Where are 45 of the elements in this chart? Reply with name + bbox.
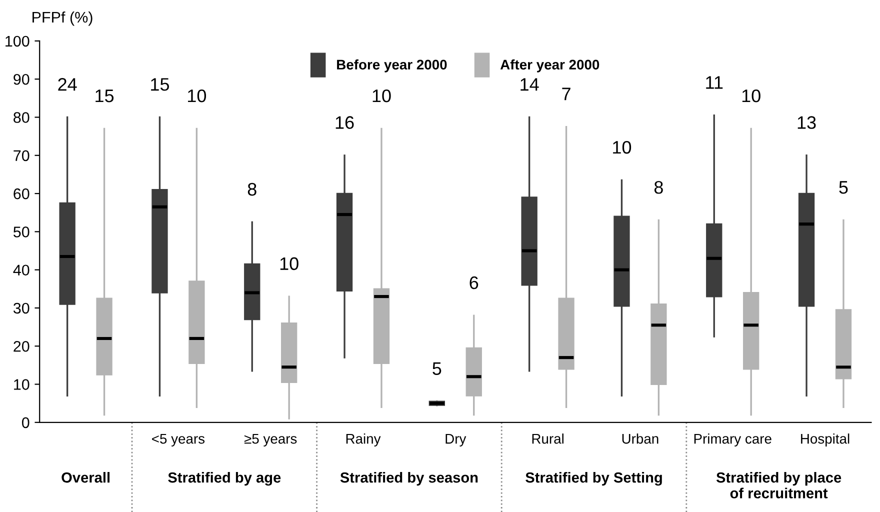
text: 11 — [706, 76, 723, 89]
x-tick-label: Urban — [622, 434, 658, 444]
y-tick-label: 80 — [14, 112, 30, 123]
text: 10 — [742, 89, 760, 102]
text: 10 — [613, 140, 632, 154]
y-tick-label: 70 — [14, 150, 30, 162]
y-tick-label: 60 — [14, 188, 30, 200]
y-tick-label: 50 — [13, 226, 30, 238]
text: Stratified by place of recruitment — [716, 472, 842, 498]
y-tick-label: 30 — [13, 302, 30, 314]
text: 10 — [188, 89, 206, 102]
text: Stratified by Setting — [526, 472, 662, 486]
text: 10 — [372, 89, 391, 102]
y-tick-label: 0 — [22, 417, 30, 428]
y-tick-label: 20 — [14, 340, 30, 352]
text: 8 — [248, 182, 256, 196]
legend-label: After year 2000 — [500, 59, 600, 72]
x-tick-label: Rural — [532, 434, 564, 444]
text: 16 — [336, 116, 354, 129]
text: 14 — [520, 78, 539, 91]
legend-label: Before year 2000 — [337, 59, 447, 72]
x-tick-label: Primary care — [694, 434, 772, 446]
x-tick-label: Dry — [446, 434, 466, 446]
text: 5 — [432, 362, 442, 375]
text: 24 — [58, 78, 77, 91]
text: 8 — [654, 180, 663, 194]
text: Stratified by age — [168, 472, 281, 486]
y-tick-label: 10 — [14, 379, 30, 390]
y-tick-label: 100 — [6, 36, 30, 47]
y-axis-title: PFPf (%) — [32, 11, 92, 26]
text: 13 — [798, 116, 816, 129]
text: Stratified by season — [340, 472, 478, 486]
x-tick-label: Rainy — [346, 434, 381, 446]
x-tick-label: Hospital — [801, 434, 850, 446]
text: 15 — [151, 78, 170, 91]
x-tick-label: ≥5 years — [244, 434, 297, 446]
y-tick-label: 90 — [14, 74, 30, 85]
text: 6 — [470, 276, 478, 290]
text: 15 — [96, 90, 114, 102]
text: 7 — [562, 88, 570, 100]
text: 5 — [839, 181, 848, 194]
text: 10 — [280, 257, 298, 270]
text: Overall — [62, 472, 110, 483]
x-tick-label: <5 years — [152, 434, 205, 446]
y-tick-label: 40 — [13, 264, 30, 276]
